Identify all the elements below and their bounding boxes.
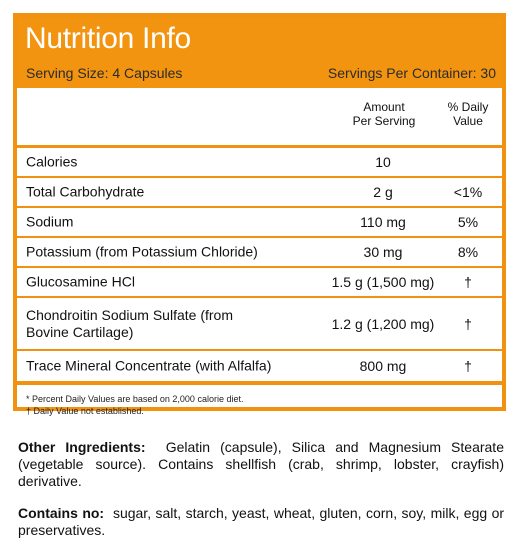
contains-no-label: Contains no: bbox=[18, 505, 105, 521]
nutrient-dv: † bbox=[464, 358, 472, 374]
table-row: Chondroitin Sodium Sulfate (from Bovine … bbox=[17, 298, 502, 351]
nutrient-amount: 110 mg bbox=[360, 214, 406, 230]
table-row: Glucosamine HCl 1.5 g (1,500 mg) † bbox=[17, 268, 502, 298]
nutrient-dv: 8% bbox=[457, 244, 479, 260]
panel-title: Nutrition Info bbox=[25, 22, 191, 55]
nutrient-name: Chondroitin Sodium Sulfate (from Bovine … bbox=[26, 307, 233, 341]
amount-header: Amount Per Serving bbox=[339, 100, 429, 128]
table-row: Potassium (from Potassium Chloride) 30 m… bbox=[17, 238, 502, 268]
daily-value-header: % Daily Value bbox=[437, 100, 499, 128]
servings-per-container: Servings Per Container: 30 bbox=[327, 65, 496, 81]
nutrient-dv: † bbox=[464, 315, 472, 332]
contains-no: Contains no: sugar, salt, starch, yeast,… bbox=[18, 505, 504, 539]
other-ingredients: Other Ingredients: Gelatin (capsule), Si… bbox=[18, 439, 504, 490]
other-ingredients-label: Other Ingredients: bbox=[18, 439, 146, 455]
footnotes: * Percent Daily Values are based on 2,00… bbox=[17, 385, 502, 417]
other-ingredients-text: Gelatin (capsule), Silica and Magnesium … bbox=[18, 439, 504, 489]
nutrient-amount: 1.2 g (1,200 mg) bbox=[331, 315, 435, 332]
nutrient-name: Potassium (from Potassium Chloride) bbox=[26, 243, 258, 260]
nutrient-name: Glucosamine HCl bbox=[26, 273, 135, 290]
table-row: Total Carbohydrate 2 g <1% bbox=[17, 178, 502, 208]
contains-no-text: sugar, salt, starch, yeast, wheat, glute… bbox=[18, 505, 505, 538]
nutrient-name-line1: Chondroitin Sodium Sulfate (from bbox=[26, 306, 233, 323]
nutrient-amount: 2 g bbox=[373, 184, 393, 200]
nutrient-amount: 1.5 g (1,500 mg) bbox=[331, 274, 435, 290]
amount-header-line1: Amount bbox=[363, 100, 405, 114]
nutrient-name: Total Carbohydrate bbox=[26, 183, 145, 200]
nutrient-name: Trace Mineral Concentrate (with Alfalfa) bbox=[26, 357, 272, 374]
nutrition-panel: Nutrition Info Serving Size: 4 Capsules … bbox=[13, 13, 506, 416]
table-row: Sodium 110 mg 5% bbox=[17, 208, 502, 238]
nutrient-name-line2: Bovine Cartilage) bbox=[26, 323, 134, 340]
table-row: Trace Mineral Concentrate (with Alfalfa)… bbox=[17, 351, 502, 385]
amount-header-line2: Per Serving bbox=[352, 114, 416, 128]
nutrient-amount: 10 bbox=[375, 154, 391, 170]
nutrient-name: Sodium bbox=[26, 213, 74, 230]
daily-value-header-line2: Value bbox=[453, 114, 483, 128]
daily-value-header-line1: % Daily bbox=[447, 100, 489, 114]
panel-header: Nutrition Info Serving Size: 4 Capsules … bbox=[17, 17, 502, 88]
footnote-percent-dv: * Percent Daily Values are based on 2,00… bbox=[26, 394, 244, 404]
column-headers: Amount Per Serving % Daily Value bbox=[17, 88, 502, 148]
nutrient-amount: 800 mg bbox=[359, 358, 407, 374]
nutrient-amount: 30 mg bbox=[363, 244, 403, 260]
table-row: Calories 10 bbox=[17, 148, 502, 178]
nutrient-dv: † bbox=[464, 274, 472, 290]
nutrient-name: Calories bbox=[26, 153, 78, 170]
footnote-dv-not-established: † Daily Value not established. bbox=[26, 406, 144, 416]
serving-size: Serving Size: 4 Capsules bbox=[26, 65, 183, 81]
nutrient-dv: <1% bbox=[453, 184, 483, 200]
nutrient-dv: 5% bbox=[457, 214, 479, 230]
